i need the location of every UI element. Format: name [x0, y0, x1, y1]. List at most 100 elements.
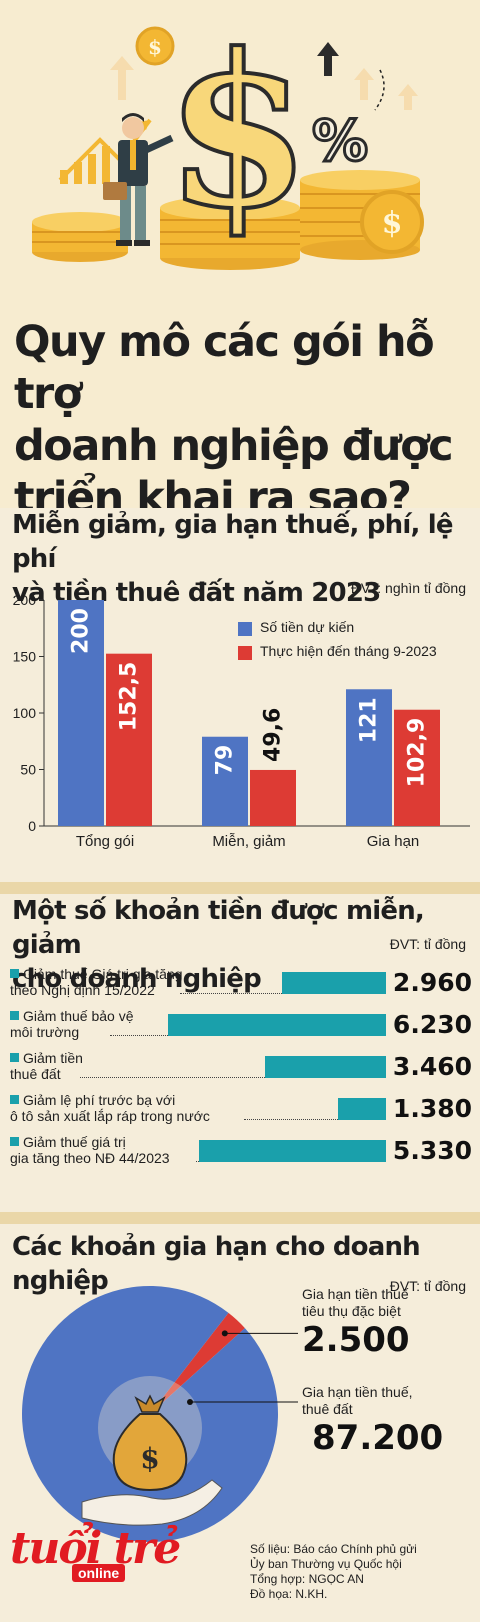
y-tick-label: 0: [28, 818, 36, 834]
hbar-row-label: Giảm tiền thuê đất: [10, 1050, 83, 1082]
hbar-row-label: Giảm thuế Giá trị gia tăng theo Nghị định…: [10, 966, 183, 998]
dollar-icon: $: [140, 1442, 159, 1475]
y-tick-label: 50: [20, 762, 36, 778]
svg-text:$: $: [148, 35, 162, 59]
item1-label-line: tiêu thụ đặc biệt: [302, 1303, 401, 1319]
credit-line: Ủy ban Thường vụ Quốc hội: [250, 1557, 402, 1571]
bar-data-label: 102,9: [405, 718, 430, 788]
section2-title-line: Một số khoản tiền được miễn, giảm: [12, 896, 425, 960]
unit-label: ĐVT: nghìn tỉ đồng: [350, 580, 466, 596]
hbar-label-line: Giảm thuế bảo vệ: [23, 1008, 134, 1024]
bar: [346, 689, 392, 826]
legend-swatch-red: [238, 646, 252, 660]
bullet-icon: [10, 1137, 19, 1146]
dollar-sign-icon: $: [165, 8, 311, 255]
legend-swatch-blue: [238, 622, 252, 636]
coin-stack-right: $: [300, 170, 424, 260]
coin-icon: [135, 26, 175, 66]
bullet-icon: [10, 969, 19, 978]
tuoitre-logo: tuổi trẻ online: [10, 1524, 181, 1594]
bullet-icon: [10, 1011, 19, 1020]
bar-data-label: 152,5: [117, 662, 142, 732]
hero-illustration: $ % $ $: [32, 6, 424, 270]
hbar-label-line: Giảm thuế Giá trị gia tăng: [23, 966, 183, 982]
item1-label-line: Gia hạn tiền thuế: [302, 1286, 409, 1302]
x-tick-label: Gia hạn: [367, 833, 420, 850]
bar-data-label: 49,6: [261, 708, 286, 762]
item2-label-line: thuê đất: [302, 1401, 353, 1417]
unit-label: ĐVT: tỉ đồng: [389, 936, 466, 952]
bar-data-label: 79: [213, 745, 238, 776]
money-bag-icon: [112, 1413, 188, 1492]
hbar-value: 5.330: [392, 1136, 472, 1165]
hbar-label-line: môi trường: [10, 1024, 80, 1040]
credit-line: Tổng hợp: NGỌC AN: [250, 1572, 364, 1586]
hbar-label-line: gia tăng theo NĐ 44/2023: [10, 1150, 170, 1166]
up-arrow-bg-icon: [110, 56, 134, 100]
hbar-value: 3.460: [392, 1052, 472, 1081]
divider: [0, 882, 480, 894]
hbar-row-label: Giảm thuế bảo vệ môi trường: [10, 1008, 134, 1040]
page-title: Quy mô các gói hỗ trợ doanh nghiệp được …: [14, 316, 474, 524]
title-line: Quy mô các gói hỗ trợ: [14, 317, 435, 419]
hbar-label-line: thuê đất: [10, 1066, 61, 1082]
hbar: [265, 1056, 386, 1078]
y-tick-label: 200: [13, 592, 37, 608]
item2-label-line: Gia hạn tiền thuế,: [302, 1384, 413, 1400]
section-vertical-bar-chart: Miễn giảm, gia hạn thuế, phí, lệ phí và …: [0, 508, 480, 882]
hbar-label-line: theo Nghị định 15/2022: [10, 982, 155, 998]
x-tick-label: Tổng gói: [76, 833, 134, 850]
item2-value: 87.200: [312, 1418, 444, 1458]
percent-icon: %: [312, 109, 368, 174]
bar: [250, 769, 296, 826]
hbar-row-label: Giảm lệ phí trước bạ với ô tô sản xuất lắ…: [10, 1092, 210, 1124]
hand-icon: [81, 1479, 223, 1526]
money-bag-knot: [134, 1394, 166, 1413]
bar: [106, 653, 152, 826]
section-pie: Các khoản gia hạn cho doanh nghiệp ĐVT: …: [0, 1224, 480, 1622]
x-tick-label: Miễn, giảm: [212, 833, 285, 850]
bullet-icon: [10, 1095, 19, 1104]
hbar: [338, 1098, 386, 1120]
hbar-label-line: Giảm tiền: [23, 1050, 83, 1066]
hbar: [282, 972, 386, 994]
section1-title: Miễn giảm, gia hạn thuế, phí, lệ phí và …: [12, 508, 480, 610]
hero: $ % $ $: [0, 0, 480, 523]
growth-bars-icon: [60, 146, 110, 184]
bar-data-label: 200: [69, 608, 94, 654]
unit-label: ĐVT: tỉ đồng: [389, 1278, 466, 1294]
businessman-icon: [103, 113, 174, 246]
hbar-label-line: ô tô sản xuất lắp ráp trong nước: [10, 1108, 210, 1124]
hbar: [199, 1140, 386, 1162]
hbar-row-label: Giảm thuế giá trị gia tăng theo NĐ 44/202…: [10, 1134, 170, 1166]
logo-sub: online: [72, 1564, 126, 1582]
hbar-value: 6.230: [392, 1010, 472, 1039]
leader-line: [80, 1077, 265, 1078]
bullet-icon: [10, 1053, 19, 1062]
credit-line: Đồ họa: N.KH.: [250, 1587, 328, 1601]
legend-item-actual: Thực hiện đến tháng 9-2023: [260, 643, 437, 659]
credits: Số liệu: Báo cáo Chính phủ gửi Ủy ban Th…: [250, 1542, 417, 1602]
legend-item-planned: Số tiền dự kiến: [260, 619, 355, 635]
hbar: [168, 1014, 386, 1036]
pie-slice: [150, 1312, 245, 1414]
section2-title: Một số khoản tiền được miễn, giảm cho do…: [12, 894, 480, 996]
leader-line: [110, 1035, 168, 1036]
vertical-bar-chart: 0 50 100 150 200 200 152,5 Tổng gói 79 49,6 Miễn, …: [13, 592, 470, 850]
credit-line: Số liệu: Báo cáo Chính phủ gửi: [250, 1542, 417, 1556]
divider: [0, 1212, 480, 1224]
hbar-label-line: Giảm lệ phí trước bạ với: [23, 1092, 176, 1108]
bar: [202, 736, 248, 826]
item1-label: Gia hạn tiền thuế tiêu thụ đặc biệt: [302, 1286, 409, 1320]
leader-line: [180, 993, 282, 994]
pie-chart: $: [22, 1286, 298, 1542]
hbar-label-line: Giảm thuế giá trị: [23, 1134, 126, 1150]
leader-line: [244, 1119, 338, 1120]
leader-line: [196, 1161, 199, 1162]
section1-title-line: Miễn giảm, gia hạn thuế, phí, lệ phí: [12, 510, 454, 574]
svg-text:$: $: [382, 206, 403, 241]
hbar-value: 1.380: [392, 1094, 472, 1123]
y-tick-label: 100: [13, 705, 37, 721]
y-tick-label: 150: [13, 649, 37, 665]
hbar-value: 2.960: [392, 968, 472, 997]
